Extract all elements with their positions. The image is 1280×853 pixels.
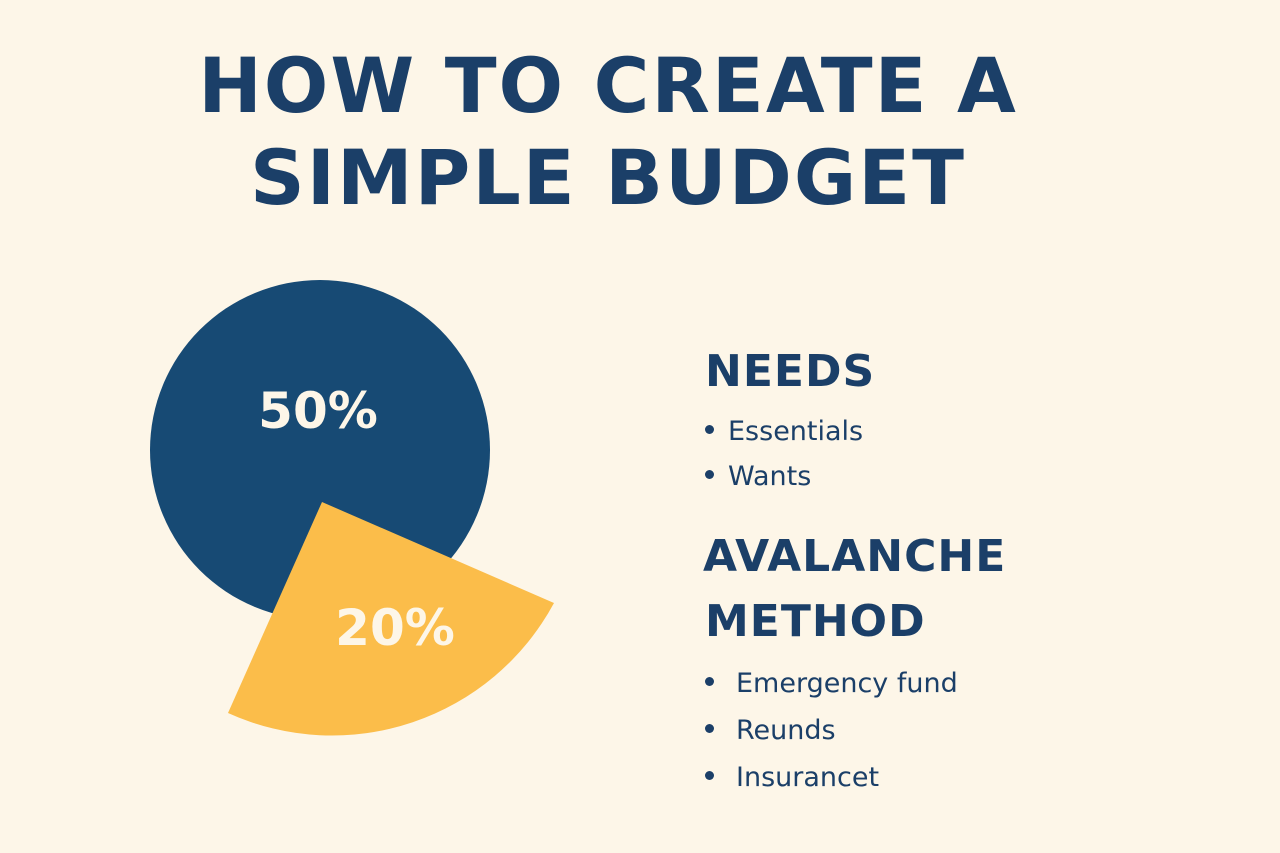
pie-slice-exploded bbox=[228, 502, 554, 736]
title-line-2: SIMPLE BUDGET bbox=[249, 133, 966, 222]
bullet-icon bbox=[705, 470, 714, 479]
list-item: Reunds bbox=[705, 714, 836, 748]
bullet-icon bbox=[705, 771, 714, 780]
list-item-text: Insurancet bbox=[736, 762, 880, 793]
list-item-text: Reunds bbox=[736, 715, 836, 746]
pie-slice-needs bbox=[150, 280, 490, 620]
bullet-icon bbox=[705, 425, 714, 434]
list-item-text: Essentials bbox=[728, 416, 864, 447]
list-item: Wants bbox=[705, 460, 811, 494]
bullet-icon bbox=[705, 724, 714, 733]
avalanche-heading-line-1: AVALANCHE bbox=[703, 531, 1007, 582]
avalanche-heading-line-2: METHOD bbox=[705, 596, 926, 647]
slice-label-20: 20% bbox=[335, 599, 455, 657]
list-item-text: Emergency fund bbox=[736, 668, 958, 699]
slice-label-50: 50% bbox=[258, 382, 378, 440]
list-item: Insurancet bbox=[705, 761, 879, 795]
list-item: Essentials bbox=[705, 415, 863, 449]
list-item-text: Wants bbox=[728, 461, 812, 492]
page-title: HOW TO CREATE A SIMPLE BUDGET bbox=[0, 40, 1216, 224]
list-item: Emergency fund bbox=[705, 667, 958, 701]
needs-heading: NEEDS bbox=[705, 346, 876, 397]
bullet-icon bbox=[705, 677, 714, 686]
title-line-1: HOW TO CREATE A bbox=[198, 41, 1018, 130]
